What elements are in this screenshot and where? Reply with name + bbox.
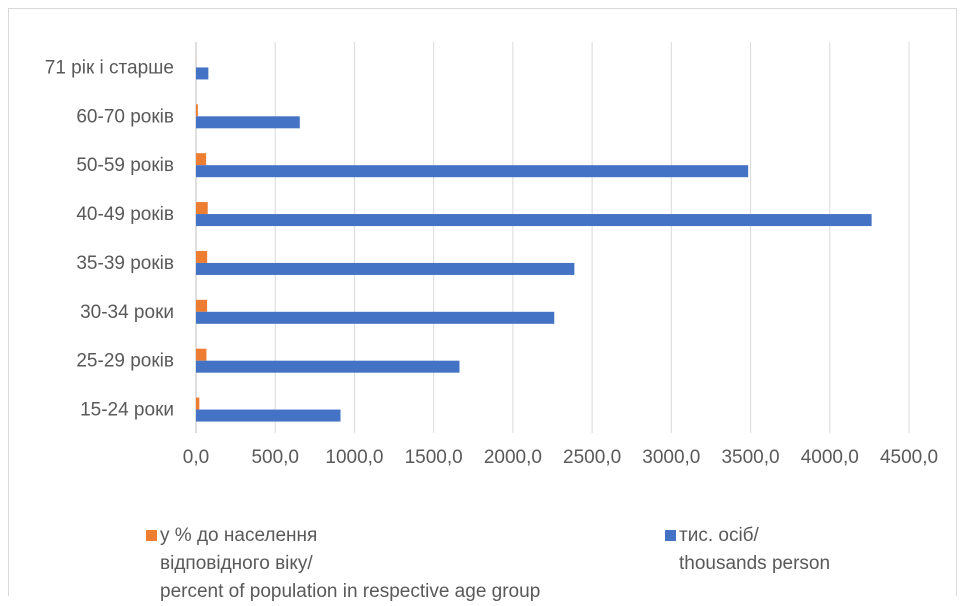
bar-percent xyxy=(196,104,198,116)
category-label: 25-29 років xyxy=(76,351,174,372)
category-labels: 15-24 роки 25-29 років 30-34 роки 35-39 рок… xyxy=(45,57,174,420)
bar-thousands xyxy=(196,312,554,324)
category-label: 50-59 років xyxy=(76,155,174,176)
bar-percent xyxy=(196,153,206,165)
legend-entry-percent: у % до населення відповідного віку/ perc… xyxy=(160,522,540,606)
legend-swatch-orange xyxy=(146,530,157,541)
x-tick-label: 2000,0 xyxy=(484,447,542,468)
category-label: 35-39 років xyxy=(76,253,174,274)
x-tick-label: 500,0 xyxy=(251,447,299,468)
category-label: 60-70 років xyxy=(76,106,174,127)
bar-thousands xyxy=(196,263,574,275)
legend-label-line: у % до населення xyxy=(160,522,540,550)
category-label: 40-49 років xyxy=(76,204,174,225)
bar-thousands xyxy=(196,165,748,177)
legend-label-line: thousands person xyxy=(679,550,830,578)
bar-thousands xyxy=(196,67,208,79)
x-tick-label: 1000,0 xyxy=(325,447,383,468)
x-tick-label: 4000,0 xyxy=(801,447,859,468)
bar-percent xyxy=(196,202,208,214)
x-tick-label: 1500,0 xyxy=(405,447,463,468)
bar-thousands xyxy=(196,361,459,373)
bar-percent xyxy=(196,251,207,263)
x-tick-label: 4500,0 xyxy=(880,447,938,468)
bar-thousands xyxy=(196,116,300,128)
gridlines xyxy=(196,42,909,433)
x-tick-label: 3000,0 xyxy=(642,447,700,468)
x-tick-label: 0,0 xyxy=(183,447,209,468)
category-label: 30-34 роки xyxy=(80,302,174,323)
bar-thousands xyxy=(196,410,341,422)
bar-thousands xyxy=(196,214,872,226)
legend-label-line: відповідного віку/ xyxy=(160,550,540,578)
x-tick-label: 2500,0 xyxy=(563,447,621,468)
x-tick-label: 3500,0 xyxy=(721,447,779,468)
bar-percent xyxy=(196,300,207,312)
legend-label-line: percent of population in respective age … xyxy=(160,578,540,606)
bar-percent xyxy=(196,398,199,410)
category-label: 15-24 роки xyxy=(80,400,174,421)
x-axis-tick-labels: 0,0 500,0 1000,0 1500,0 2000,0 2500,0 3000,0 35… xyxy=(183,447,938,468)
bar-percent xyxy=(196,349,206,361)
legend-label-line: тис. осіб/ xyxy=(679,522,830,550)
legend-entry-thousands: тис. осіб/ thousands person xyxy=(679,522,830,578)
bars xyxy=(196,55,872,421)
legend-swatch-blue xyxy=(665,530,676,541)
category-label: 71 рік і старше xyxy=(45,57,174,78)
